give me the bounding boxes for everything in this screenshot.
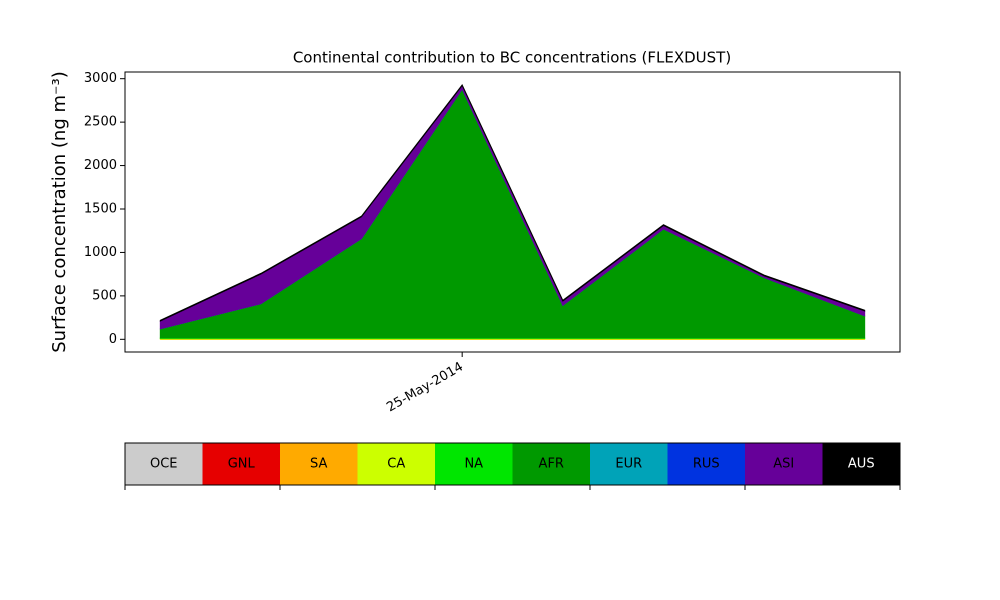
legend-swatch: [822, 443, 900, 485]
legend-swatch: [280, 443, 358, 485]
y-tick-label: 1000: [84, 245, 117, 260]
legend-label: AUS: [848, 457, 875, 472]
legend-swatch: [745, 443, 823, 485]
x-tick-label: 25-May-2014: [384, 360, 466, 416]
legend-label: AFR: [539, 457, 564, 472]
legend-swatch: [667, 443, 745, 485]
legend-label: OCE: [150, 457, 178, 472]
legend-label: EUR: [615, 457, 642, 472]
legend-swatch: [590, 443, 668, 485]
legend-label: NA: [464, 457, 483, 472]
legend-label: ASI: [773, 457, 794, 472]
y-tick-label: 1500: [84, 202, 117, 217]
area: [159, 84, 866, 322]
colorbar-ticks: [124, 485, 901, 490]
legend-label: RUS: [693, 457, 720, 472]
y-tick-label: 3000: [84, 71, 117, 86]
y-tick-label: 500: [92, 288, 117, 303]
legend-label: CA: [387, 457, 405, 472]
legend-swatch: [435, 443, 513, 485]
legend-frame: [124, 442, 901, 486]
legend-swatch: [357, 443, 435, 485]
chart-title: Continental contribution to BC concentra…: [293, 49, 731, 67]
plot-area: [159, 84, 866, 340]
y-tick-label: 0: [109, 332, 117, 347]
legend-label: GNL: [228, 457, 256, 472]
legend-swatch: [125, 443, 203, 485]
plot-frame: [124, 71, 901, 353]
y-tick-label: 2500: [84, 115, 117, 130]
legend-label: SA: [310, 457, 327, 472]
y-tick-label: 2000: [84, 158, 117, 173]
legend-swatch: [202, 443, 280, 485]
legend-swatch: [512, 443, 590, 485]
y-axis-label: Surface concentration (ng m⁻³): [49, 71, 70, 353]
